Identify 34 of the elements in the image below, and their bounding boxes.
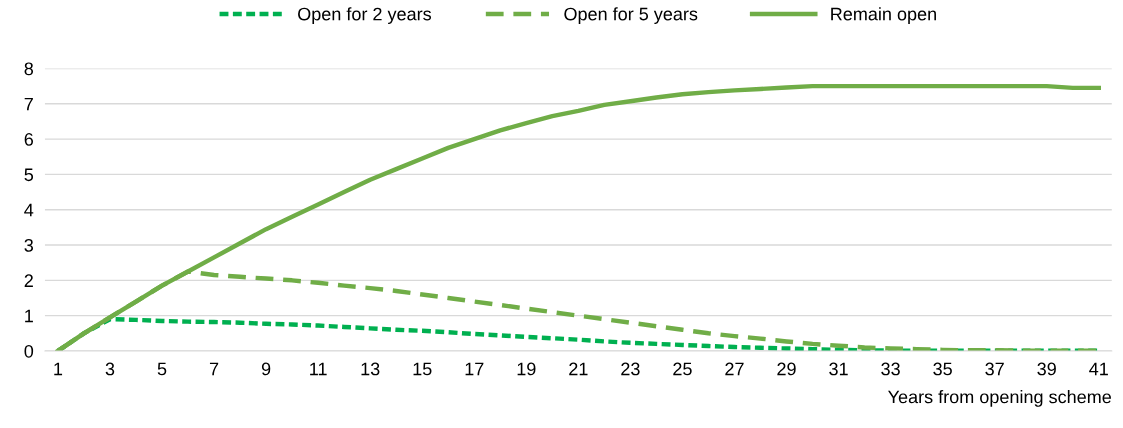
x-tick-label: 13 <box>361 362 380 376</box>
x-tick-label: 37 <box>985 362 1004 376</box>
legend-label: Open for 5 years <box>564 7 698 24</box>
x-tick-label: 39 <box>1037 362 1056 376</box>
x-tick-label: 35 <box>933 362 952 376</box>
x-tick-label: 21 <box>569 362 588 376</box>
legend-label: Remain open <box>831 7 936 24</box>
y-tick-label: 4 <box>24 203 34 217</box>
legend-label: Open for 2 years <box>298 7 432 24</box>
x-tick-label: 15 <box>413 362 432 376</box>
x-tick-label: 1 <box>54 362 63 376</box>
x-tick-label: 5 <box>157 362 167 376</box>
x-tick-label: 33 <box>881 362 900 376</box>
x-tick-label: 41 <box>1089 362 1108 376</box>
y-tick-label: 6 <box>24 133 34 146</box>
y-tick-label: 1 <box>25 309 33 323</box>
x-tick-label: 23 <box>621 362 640 376</box>
x-tick-label: 7 <box>209 362 219 376</box>
x-tick-label: 31 <box>829 362 848 376</box>
x-tick-label: 17 <box>465 362 484 376</box>
x-tick-label: 9 <box>261 362 271 376</box>
x-tick-label: 27 <box>725 362 744 376</box>
y-tick-label: 2 <box>24 274 33 287</box>
x-tick-label: 19 <box>517 362 536 376</box>
y-tick-label: 0 <box>24 344 34 358</box>
y-tick-label: 7 <box>24 97 33 111</box>
x-axis-title: Years from opening scheme <box>888 390 1111 407</box>
x-tick-label: 11 <box>310 362 327 376</box>
y-tick-label: 5 <box>24 168 34 182</box>
x-tick-label: 25 <box>673 362 692 376</box>
x-tick-label: 29 <box>777 362 796 376</box>
y-tick-label: 3 <box>24 238 34 252</box>
x-tick-label: 3 <box>105 362 115 376</box>
y-tick-label: 8 <box>24 62 34 76</box>
